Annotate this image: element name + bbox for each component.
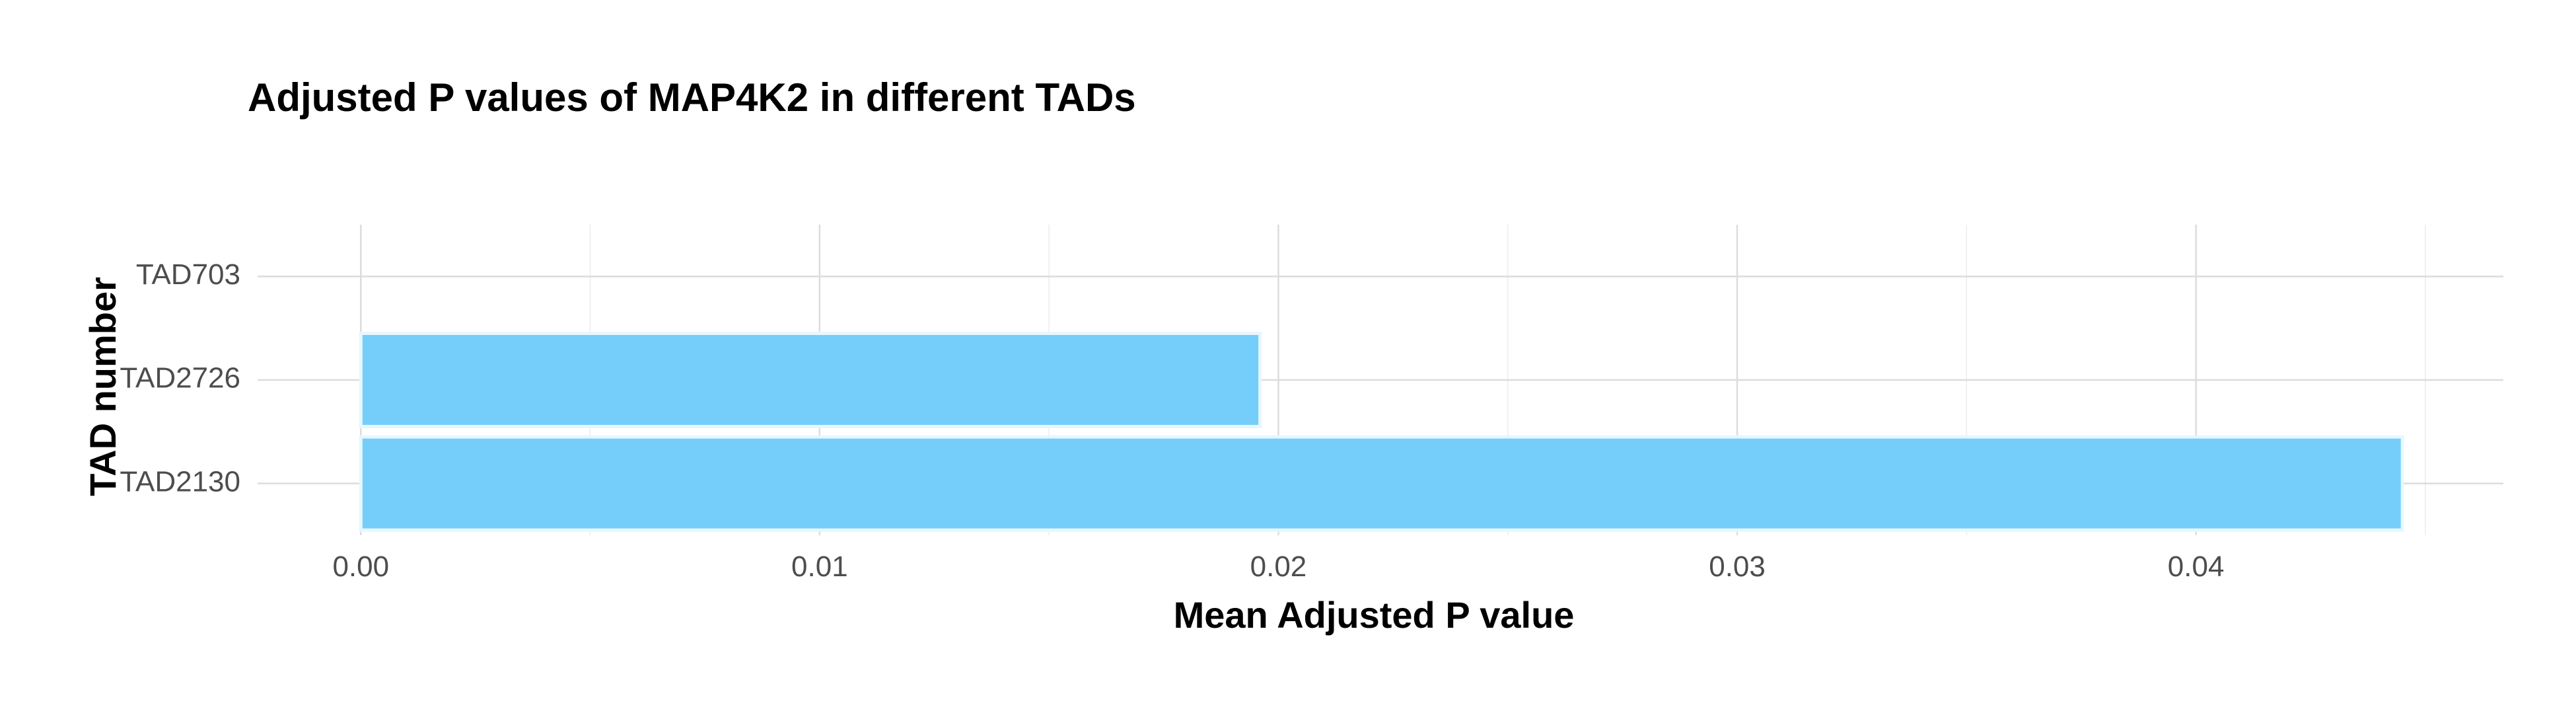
bar-tad2130 <box>359 435 2404 532</box>
y-tick-label: TAD2726 <box>120 362 240 394</box>
x-tick-label: 0.00 <box>332 550 389 583</box>
x-tick-label: 0.02 <box>1250 550 1307 583</box>
x-tick-label: 0.03 <box>1709 550 1766 583</box>
x-axis-title: Mean Adjusted P value <box>1174 594 1575 636</box>
y-axis-title: TAD number <box>82 277 124 496</box>
x-tick-label: 0.01 <box>791 550 848 583</box>
bar-tad2726 <box>359 332 1262 428</box>
chart-title: Adjusted P values of MAP4K2 in different… <box>248 75 1136 120</box>
y-tick-label: TAD703 <box>136 258 240 291</box>
tick-layer: TAD703 TAD2726 TAD2130 0.00 0.01 0.02 0.03 0.04 <box>120 258 2224 583</box>
x-tick-label: 0.04 <box>2168 550 2225 583</box>
y-tick-label: TAD2130 <box>120 465 240 498</box>
bar-layer <box>359 332 2404 532</box>
